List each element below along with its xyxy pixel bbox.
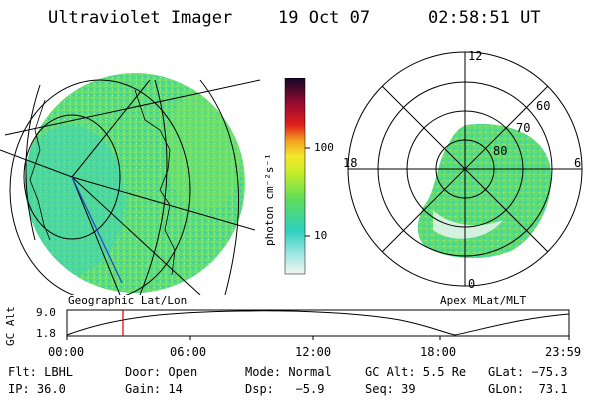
time-label: 02:58:51 UT	[428, 8, 541, 28]
lat-label-70: 70	[516, 121, 530, 135]
gain-field: Gain: 14	[125, 382, 183, 396]
ip-field: IP: 36.0	[8, 382, 66, 396]
glon-field: GLon: 73.1	[488, 382, 568, 396]
time-tick-1: 06:00	[170, 345, 207, 359]
time-tick-4: 23:59	[545, 345, 582, 359]
mode-field: Mode: Normal	[245, 365, 332, 379]
instrument-title: Ultraviolet Imager	[48, 8, 233, 28]
colorbar-tick-10: 10	[314, 229, 328, 242]
time-tick-3: 18:00	[420, 345, 457, 359]
mlt-label-0: 0	[468, 277, 475, 290]
colorbar	[284, 78, 310, 275]
filter-field: Flt: LBHL	[8, 365, 74, 379]
polar-plot: 12 18 6 0 60 70 80	[343, 50, 583, 290]
altitude-ytick-bottom: 1.8	[36, 327, 56, 340]
apex-caption: Apex MLat/MLT	[440, 294, 527, 307]
date-label: 19 Oct 07	[278, 8, 371, 28]
mlt-label-12: 12	[468, 50, 482, 63]
lat-label-60: 60	[536, 99, 550, 113]
mlt-label-6: 6	[574, 156, 581, 170]
glat-field: GLat: −75.3	[488, 365, 568, 379]
lat-label-80: 80	[493, 144, 507, 158]
altitude-ytick-top: 9.0	[36, 306, 56, 319]
door-field: Door: Open	[125, 365, 198, 379]
time-tick-2: 12:00	[295, 345, 332, 359]
colorbar-unit-label: photon cm⁻²s⁻¹	[263, 153, 276, 246]
geographic-image	[0, 73, 261, 295]
colorbar-tick-100: 100	[314, 141, 334, 154]
seq-field: Seq: 39	[365, 382, 416, 396]
gc-alt-field: GC Alt: 5.5 Re	[365, 365, 467, 379]
geographic-caption: Geographic Lat/Lon	[68, 294, 188, 307]
altitude-plot	[66, 309, 570, 340]
mlt-label-18: 18	[343, 156, 357, 170]
dsp-field: Dsp: −5.9	[245, 382, 325, 396]
time-tick-0: 00:00	[48, 345, 85, 359]
